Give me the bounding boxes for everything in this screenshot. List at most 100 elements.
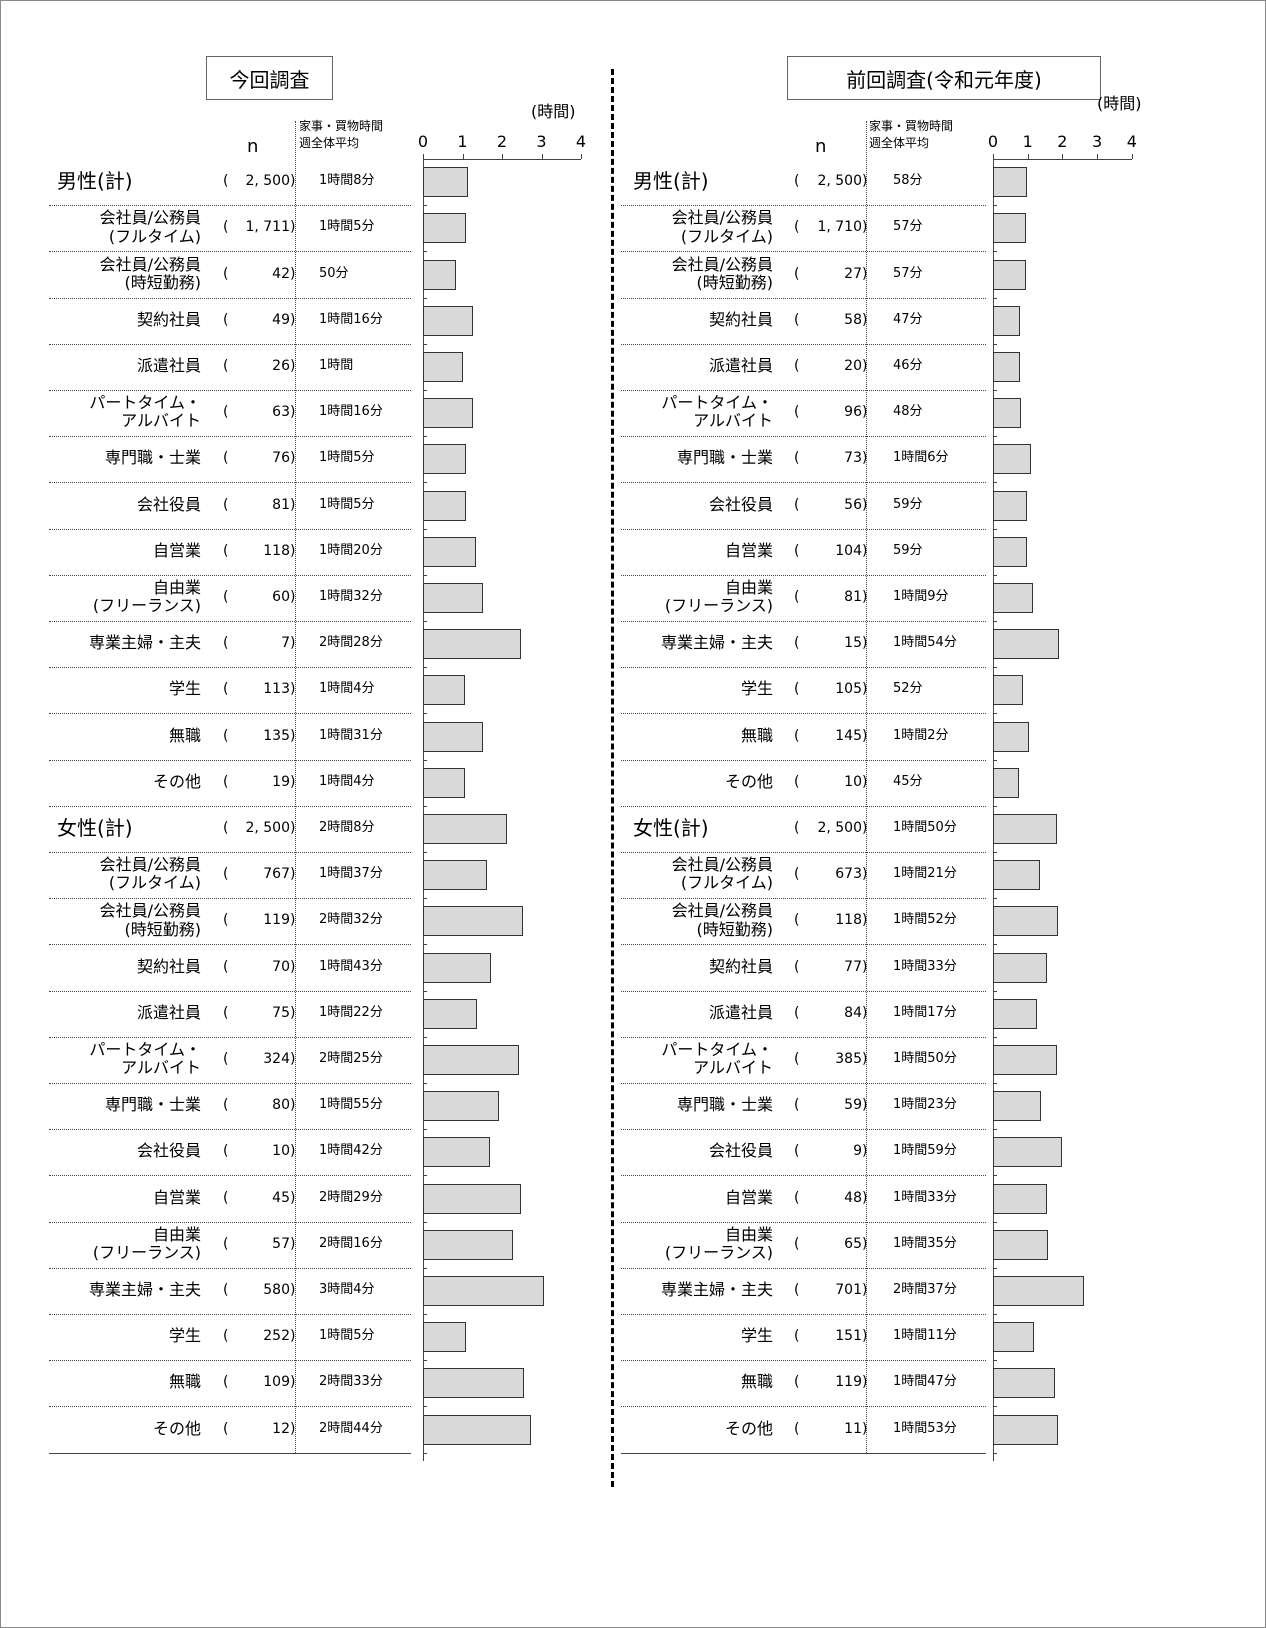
bracket: ) <box>862 357 868 374</box>
unit-label: (時間) <box>531 102 576 121</box>
bracket: ( <box>223 219 229 236</box>
value-label: 2時間32分 <box>319 912 383 928</box>
bracket: ) <box>862 1097 868 1114</box>
row-separator <box>621 205 986 207</box>
bracket: ) <box>290 681 296 698</box>
bar <box>423 1137 491 1168</box>
row-separator <box>49 713 411 715</box>
row-separator <box>49 852 411 853</box>
bracket: ) <box>290 450 296 467</box>
bracket: ) <box>862 1143 868 1160</box>
bracket: ( <box>794 1235 800 1252</box>
axis-tick <box>423 1036 427 1038</box>
bracket: ( <box>223 727 229 744</box>
row-separator <box>49 436 411 438</box>
row-separator <box>621 1036 986 1038</box>
axis-line <box>423 159 581 160</box>
x-tick-label: 4 <box>1126 132 1137 151</box>
bracket: ( <box>223 496 229 513</box>
bracket: ) <box>290 727 296 744</box>
row-label: パートタイム・ アルバイト <box>89 1039 201 1078</box>
row-separator <box>621 1267 986 1269</box>
value-label: 2時間8分 <box>319 819 375 835</box>
bar <box>993 1322 1034 1353</box>
tick-mark <box>541 154 543 159</box>
bracket: ( <box>223 1235 229 1252</box>
bracket: ) <box>862 1420 868 1437</box>
bar <box>423 213 466 244</box>
bracket: ) <box>290 311 296 328</box>
bracket: ( <box>794 311 800 328</box>
axis-tick <box>423 1452 427 1454</box>
n-value: 20 <box>844 357 862 374</box>
row-label: 自由業 (フリーランス) <box>92 577 201 616</box>
row-separator <box>49 251 411 253</box>
axis-tick <box>993 667 997 669</box>
bracket: ( <box>794 819 800 836</box>
axis-tick <box>993 343 997 345</box>
group-label: 女性(計) <box>633 815 709 840</box>
bracket: ) <box>290 1004 296 1021</box>
row-separator <box>621 1360 986 1362</box>
value-label: 1時間5分 <box>319 219 375 235</box>
bar <box>423 490 466 521</box>
axis-tick <box>423 1267 427 1269</box>
bracket: ( <box>223 681 229 698</box>
value-label: 1時間22分 <box>319 1004 383 1020</box>
value-label: 3時間4分 <box>319 1281 375 1297</box>
x-tick-label: 4 <box>575 132 587 151</box>
row-separator <box>621 1452 986 1454</box>
bracket: ) <box>862 1328 868 1345</box>
n-value: 96 <box>844 404 862 421</box>
n-value: 145 <box>835 727 862 744</box>
axis-tick <box>423 1129 427 1131</box>
row-label: 専業主婦・主夫 <box>660 633 773 653</box>
row-label: 派遣社員 <box>136 1002 201 1022</box>
bracket: ( <box>794 912 800 929</box>
value-label: 48分 <box>893 404 923 420</box>
value-label: 1時間50分 <box>893 1050 957 1066</box>
n-value: 2, 500 <box>817 173 862 190</box>
row-separator <box>621 574 986 576</box>
value-label: 1時間5分 <box>319 1328 375 1344</box>
tick-mark <box>1027 154 1029 159</box>
axis-tick <box>423 251 427 253</box>
bar <box>423 721 484 752</box>
row-label: 契約社員 <box>136 956 201 976</box>
bar <box>993 444 1032 475</box>
row-label: 無職 <box>740 725 773 745</box>
n-value: 10 <box>844 773 862 790</box>
bar <box>993 952 1047 983</box>
n-value: 2, 500 <box>817 819 862 836</box>
value-label: 1時間43分 <box>319 958 383 974</box>
axis-tick <box>993 1175 997 1177</box>
axis-tick <box>993 805 997 807</box>
axis-tick <box>423 759 427 761</box>
row-separator <box>49 1360 411 1362</box>
value-label: 1時間47分 <box>893 1374 957 1390</box>
bar <box>993 167 1027 198</box>
value-label: 1時間54分 <box>893 635 957 651</box>
n-value: 118 <box>835 912 862 929</box>
group-label: 女性(計) <box>57 815 133 840</box>
x-tick-label: 3 <box>536 132 547 151</box>
n-value: 2, 500 <box>245 173 290 190</box>
bar <box>423 813 508 844</box>
tick-mark <box>462 154 464 159</box>
bar <box>993 860 1040 891</box>
bar <box>423 860 487 891</box>
n-value: 109 <box>263 1374 290 1391</box>
axis-line <box>993 159 994 1461</box>
value-label: 2時間37分 <box>893 1281 957 1297</box>
value-label: 1時間 <box>319 357 354 373</box>
row-separator <box>621 528 986 530</box>
bar <box>423 952 491 983</box>
row-separator <box>49 482 411 484</box>
value-label: 1時間21分 <box>893 866 957 882</box>
bar <box>993 1183 1047 1214</box>
value-label: 1時間5分 <box>319 450 375 466</box>
n-value: 1, 710 <box>817 219 862 236</box>
bracket: ( <box>794 958 800 975</box>
value-label: 2時間33分 <box>319 1374 383 1390</box>
panel-title: 前回調査(令和元年度) <box>787 56 1101 100</box>
